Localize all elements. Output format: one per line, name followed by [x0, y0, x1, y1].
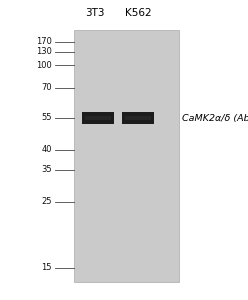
Text: CaMK2α/δ (Ab-286): CaMK2α/δ (Ab-286) — [182, 113, 248, 122]
Text: 170: 170 — [36, 38, 52, 46]
Text: 15: 15 — [41, 263, 52, 272]
Text: 35: 35 — [41, 166, 52, 175]
Text: 70: 70 — [41, 83, 52, 92]
Text: 25: 25 — [41, 197, 52, 206]
Text: 100: 100 — [36, 61, 52, 70]
Bar — [85, 116, 111, 120]
Text: 40: 40 — [41, 146, 52, 154]
Text: K562: K562 — [125, 8, 151, 18]
Bar — [122, 112, 154, 124]
Bar — [82, 112, 114, 124]
Text: 55: 55 — [41, 113, 52, 122]
Text: 3T3: 3T3 — [85, 8, 105, 18]
Bar — [74, 30, 179, 282]
Text: 130: 130 — [36, 47, 52, 56]
Bar — [125, 116, 151, 120]
